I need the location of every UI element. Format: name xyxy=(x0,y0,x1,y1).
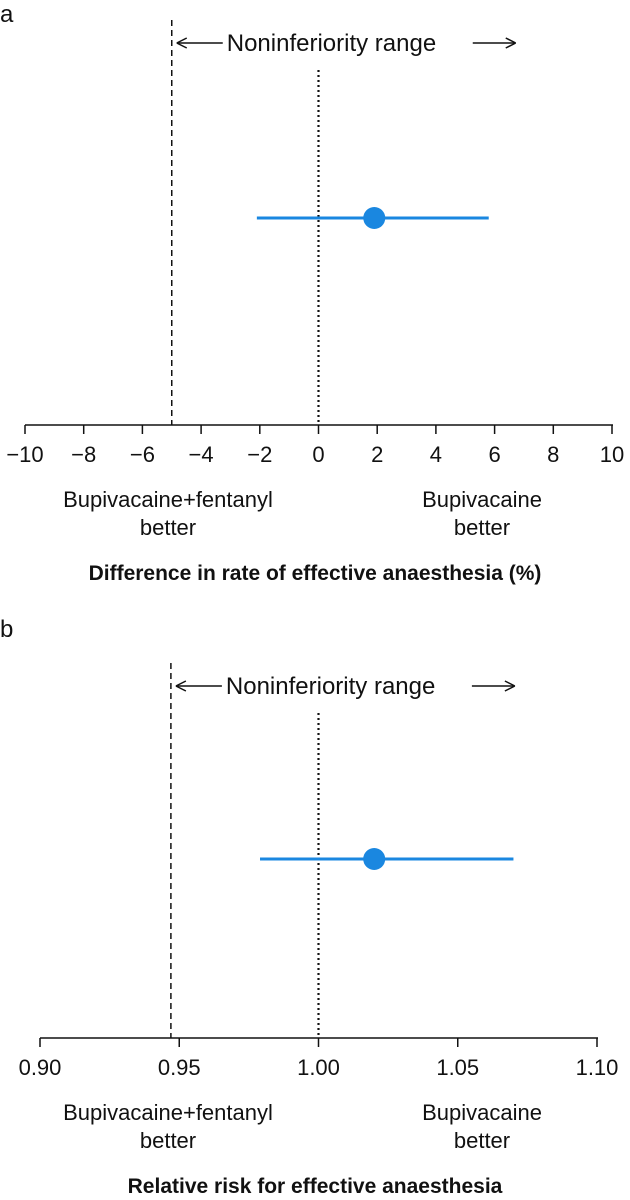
left-favours-label: better xyxy=(140,1128,196,1153)
x-tick-label: 8 xyxy=(547,442,559,467)
range-arrow-left-head xyxy=(176,37,188,49)
x-tick-label: 2 xyxy=(371,442,383,467)
x-tick-label: 1.05 xyxy=(436,1055,479,1080)
right-favours-label: Bupivacaine xyxy=(422,487,542,512)
x-tick-label: 6 xyxy=(488,442,500,467)
x-tick-label: 4 xyxy=(430,442,442,467)
x-tick-label: −8 xyxy=(71,442,96,467)
x-tick-label: 0.95 xyxy=(158,1055,201,1080)
range-arrow-left-head xyxy=(175,680,187,692)
right-favours-label: better xyxy=(454,1128,510,1153)
panel-a: a −10 −8 −6 −4 −2 0 2 4 6 8 10 Noninferiority range B… xyxy=(0,1,624,585)
noninferiority-range-label: Noninferiority range xyxy=(227,30,436,57)
x-tick-label: 0.90 xyxy=(19,1055,62,1080)
x-tick-label: 0 xyxy=(312,442,324,467)
point-estimate xyxy=(363,848,386,870)
range-arrow-right-head xyxy=(504,680,516,692)
x-tick-label: −2 xyxy=(247,442,272,467)
left-favours-label: Bupivacaine+fentanyl xyxy=(63,1100,273,1125)
x-tick-label: −10 xyxy=(6,442,43,467)
right-favours-label: better xyxy=(454,515,510,540)
x-tick-label: 1.00 xyxy=(297,1055,340,1080)
x-axis-title: Difference in rate of effective anaesthe… xyxy=(89,562,542,585)
range-arrow-right-head xyxy=(505,37,517,49)
left-favours-label: better xyxy=(140,515,196,540)
x-tick-label: −4 xyxy=(189,442,214,467)
point-estimate xyxy=(363,207,386,229)
x-tick-label: 10 xyxy=(600,442,624,467)
panel-label: b xyxy=(0,616,13,643)
right-favours-label: Bupivacaine xyxy=(422,1100,542,1125)
x-tick-label: 1.10 xyxy=(576,1055,619,1080)
x-axis-title: Relative risk for effective anaesthesia xyxy=(128,1175,503,1198)
noninferiority-range-label: Noninferiority range xyxy=(226,673,435,700)
panel-b: b 0.90 0.95 1.00 1.05 1.10 Noninferiority rang… xyxy=(0,616,618,1198)
panel-label: a xyxy=(0,1,14,28)
left-favours-label: Bupivacaine+fentanyl xyxy=(63,487,273,512)
x-tick-label: −6 xyxy=(130,442,155,467)
